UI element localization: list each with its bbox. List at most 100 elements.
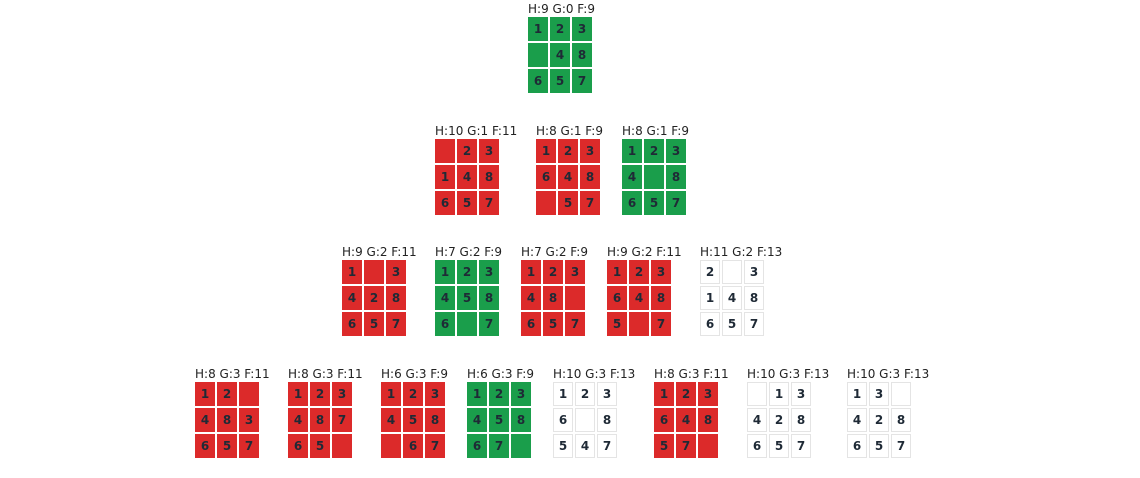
puzzle-cell: 6 bbox=[342, 312, 362, 336]
puzzle-node: H:8 G:3 F:11 1 2 3 6 4 8 5 7 bbox=[654, 367, 729, 458]
puzzle-cell: 4 bbox=[435, 286, 455, 310]
node-label: H:6 G:3 F:9 bbox=[467, 367, 534, 381]
puzzle-cell: 4 bbox=[629, 286, 649, 310]
node-label: H:10 G:3 F:13 bbox=[847, 367, 930, 381]
puzzle-cell: 5 bbox=[457, 191, 477, 215]
puzzle-cell: 2 bbox=[769, 408, 789, 432]
node-label: H:8 G:3 F:11 bbox=[288, 367, 363, 381]
puzzle-cell: 8 bbox=[543, 286, 563, 310]
puzzle-cell: 3 bbox=[239, 408, 259, 432]
puzzle-node: H:7 G:2 F:9 1 2 3 4 5 8 6 7 bbox=[435, 245, 502, 336]
puzzle-cell: 7 bbox=[479, 191, 499, 215]
puzzle-cell: 1 bbox=[847, 382, 867, 406]
node-label: H:7 G:2 F:9 bbox=[435, 245, 502, 259]
puzzle-cell: 6 bbox=[654, 408, 674, 432]
puzzle-node: H:8 G:1 F:9 1 2 3 4 8 6 5 7 bbox=[622, 124, 689, 215]
puzzle-cell: 6 bbox=[536, 165, 556, 189]
puzzle-cell: 3 bbox=[425, 382, 445, 406]
puzzle-cell: 5 bbox=[722, 312, 742, 336]
puzzle-cell: 8 bbox=[791, 408, 811, 432]
puzzle-cell: 5 bbox=[769, 434, 789, 458]
puzzle-cell: 7 bbox=[386, 312, 406, 336]
puzzle-cell: 8 bbox=[597, 408, 617, 432]
puzzle-node: H:8 G:3 F:11 1 2 4 8 3 6 5 7 bbox=[195, 367, 270, 458]
node-label: H:10 G:1 F:11 bbox=[435, 124, 518, 138]
puzzle-node: H:9 G:2 F:11 1 2 3 6 4 8 5 7 bbox=[607, 245, 682, 336]
node-label: H:9 G:0 F:9 bbox=[528, 2, 595, 16]
puzzle-cell-empty bbox=[747, 382, 767, 406]
puzzle-cell: 2 bbox=[543, 260, 563, 284]
puzzle-cell: 4 bbox=[847, 408, 867, 432]
node-label: H:10 G:3 F:13 bbox=[553, 367, 636, 381]
puzzle-cell: 8 bbox=[217, 408, 237, 432]
puzzle-cell: 1 bbox=[607, 260, 627, 284]
puzzle-cell: 4 bbox=[195, 408, 215, 432]
puzzle-cell: 7 bbox=[676, 434, 696, 458]
puzzle-cell: 6 bbox=[622, 191, 642, 215]
puzzle-cell: 3 bbox=[565, 260, 585, 284]
puzzle-cell-empty bbox=[239, 382, 259, 406]
puzzle-cell: 4 bbox=[550, 43, 570, 67]
puzzle-cell: 1 bbox=[467, 382, 487, 406]
puzzle-cell: 6 bbox=[288, 434, 308, 458]
puzzle-cell: 8 bbox=[310, 408, 330, 432]
puzzle-cell: 7 bbox=[891, 434, 911, 458]
puzzle-node: H:10 G:3 F:13 1 3 4 2 8 6 5 7 bbox=[847, 367, 929, 458]
puzzle-cell: 3 bbox=[666, 139, 686, 163]
puzzle-cell: 4 bbox=[288, 408, 308, 432]
puzzle-cell: 5 bbox=[550, 69, 570, 93]
puzzle-cell: 2 bbox=[869, 408, 889, 432]
puzzle-cell: 6 bbox=[521, 312, 541, 336]
puzzle-cell: 2 bbox=[489, 382, 509, 406]
puzzle-cell-empty bbox=[629, 312, 649, 336]
puzzle-cell-empty bbox=[575, 408, 595, 432]
puzzle-cell: 3 bbox=[869, 382, 889, 406]
puzzle-cell: 6 bbox=[403, 434, 423, 458]
puzzle-cell: 8 bbox=[386, 286, 406, 310]
puzzle-cell: 4 bbox=[342, 286, 362, 310]
puzzle-cell: 1 bbox=[195, 382, 215, 406]
puzzle-cell: 4 bbox=[575, 434, 595, 458]
puzzle-node: H:6 G:3 F:9 1 2 3 4 5 8 6 7 bbox=[467, 367, 534, 458]
puzzle-cell-empty bbox=[528, 43, 548, 67]
puzzle-cell: 3 bbox=[386, 260, 406, 284]
puzzle-cell: 5 bbox=[364, 312, 384, 336]
puzzle-cell: 4 bbox=[622, 165, 642, 189]
puzzle-node: H:10 G:3 F:13 1 2 3 6 8 5 4 7 bbox=[553, 367, 635, 458]
puzzle-cell: 2 bbox=[457, 139, 477, 163]
puzzle-cell: 1 bbox=[435, 165, 455, 189]
puzzle-cell: 3 bbox=[479, 139, 499, 163]
puzzle-cell: 5 bbox=[607, 312, 627, 336]
puzzle-cell: 8 bbox=[744, 286, 764, 310]
node-label: H:8 G:3 F:11 bbox=[195, 367, 270, 381]
puzzle-cell: 6 bbox=[528, 69, 548, 93]
puzzle-cell-empty bbox=[381, 434, 401, 458]
puzzle-node: H:9 G:2 F:11 1 3 4 2 8 6 5 7 bbox=[342, 245, 417, 336]
puzzle-cell: 3 bbox=[511, 382, 531, 406]
puzzle-cell: 6 bbox=[435, 312, 455, 336]
puzzle-cell: 8 bbox=[891, 408, 911, 432]
puzzle-cell: 4 bbox=[558, 165, 578, 189]
node-label: H:7 G:2 F:9 bbox=[521, 245, 588, 259]
puzzle-cell: 5 bbox=[644, 191, 664, 215]
puzzle-cell-empty bbox=[332, 434, 352, 458]
puzzle-cell: 7 bbox=[479, 312, 499, 336]
puzzle-cell: 2 bbox=[310, 382, 330, 406]
puzzle-cell: 3 bbox=[572, 17, 592, 41]
puzzle-cell: 2 bbox=[403, 382, 423, 406]
puzzle-cell-empty bbox=[698, 434, 718, 458]
puzzle-cell: 7 bbox=[651, 312, 671, 336]
puzzle-cell: 8 bbox=[479, 165, 499, 189]
puzzle-cell-empty bbox=[457, 312, 477, 336]
